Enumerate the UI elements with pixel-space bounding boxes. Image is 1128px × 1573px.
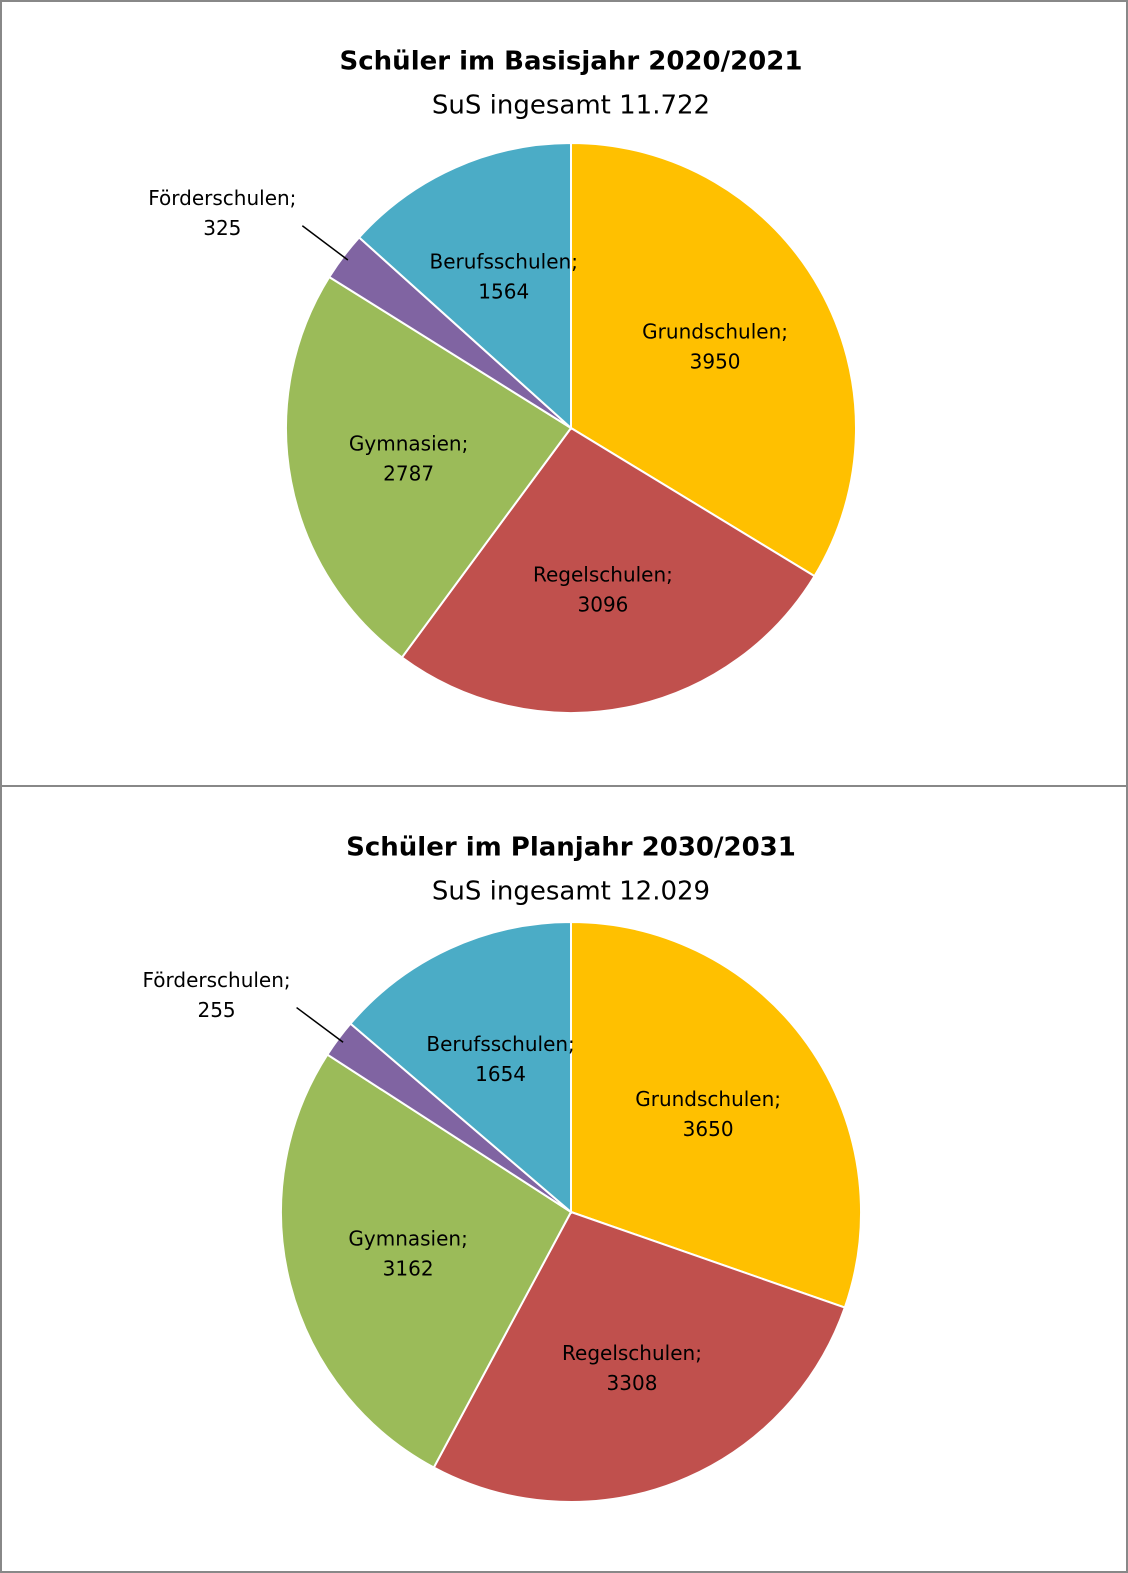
data-label-value: 3650	[683, 1117, 734, 1141]
pie-slice	[280, 1053, 573, 1469]
data-label-value: 3096	[578, 593, 629, 617]
chart-subtitle: SuS ingesamt 11.722	[432, 91, 710, 121]
data-label-category: Berufsschulen;	[426, 1032, 574, 1056]
pie-slice	[570, 920, 862, 1309]
pie-slice	[285, 275, 573, 659]
data-label-category: Regelschulen;	[533, 563, 673, 587]
data-label-category: Förderschulen;	[142, 968, 290, 992]
data-label-value: 1564	[478, 280, 529, 304]
data-label-value: 325	[203, 216, 241, 240]
data-label-category: Berufsschulen;	[430, 250, 578, 274]
data-label-value: 3950	[690, 349, 741, 373]
data-label-category: Förderschulen;	[148, 186, 296, 210]
data-label-value: 2787	[383, 462, 434, 486]
data-label-category: Gymnasien;	[348, 1226, 467, 1250]
data-label-category: Grundschulen;	[635, 1087, 781, 1111]
leader-line	[296, 1006, 344, 1043]
data-label-value: 3162	[383, 1256, 434, 1280]
pie-slice	[400, 426, 816, 714]
data-label-category: Grundschulen;	[642, 319, 788, 343]
chart-title: Schüler im Basisjahr 2020/2021	[340, 47, 803, 77]
chart-subtitle: SuS ingesamt 12.029	[432, 877, 710, 907]
chart-title: Schüler im Planjahr 2030/2031	[346, 833, 796, 863]
data-label-value: 1654	[475, 1062, 526, 1086]
leader-line	[301, 225, 349, 261]
data-label-value: 255	[197, 998, 235, 1022]
data-label-category: Gymnasien;	[349, 432, 468, 456]
pie-slice	[349, 920, 572, 1215]
data-label-category: Regelschulen;	[562, 1341, 702, 1365]
pie-slice	[570, 141, 857, 578]
pie-slice	[432, 1210, 847, 1503]
data-label-value: 3308	[607, 1371, 658, 1395]
pie-slice	[357, 141, 572, 431]
